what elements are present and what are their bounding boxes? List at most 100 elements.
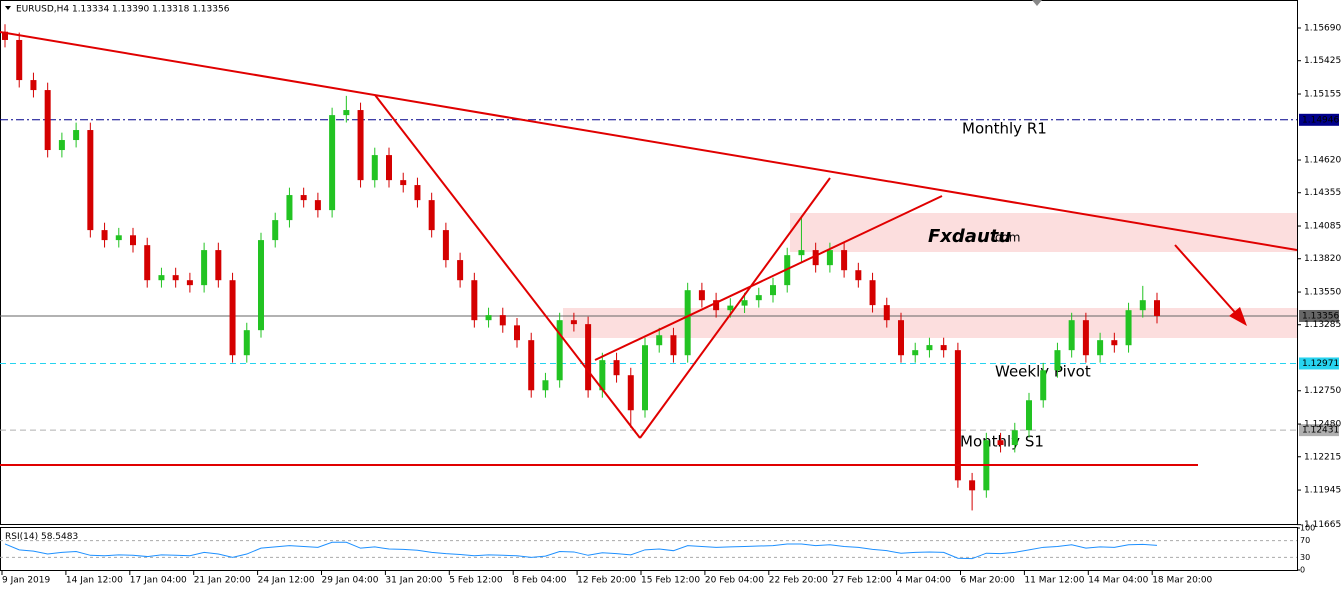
rsi-line: [4, 541, 1158, 560]
x-tick-label: 22 Feb 20:00: [769, 576, 828, 586]
x-tick-label: 17 Jan 04:00: [130, 576, 187, 586]
candle-body: [1011, 430, 1018, 446]
x-tick-label: 9 Jan 2019: [2, 576, 50, 586]
rsi-tick-label: 100: [1300, 524, 1315, 533]
candle-body: [670, 335, 677, 356]
rsi-tick-label: 30: [1300, 553, 1310, 562]
candle-body: [1154, 300, 1160, 316]
candle-body: [1040, 370, 1047, 401]
candle-body: [770, 285, 776, 296]
candle-body: [954, 350, 961, 481]
level-name: Monthly R1: [962, 120, 1047, 138]
candle-body: [44, 90, 51, 151]
x-tick-label: 11 Mar 12:00: [1024, 576, 1084, 586]
candles: [2, 24, 1160, 511]
candle-body: [528, 340, 535, 391]
candle-body: [656, 335, 663, 346]
candle-body: [997, 440, 1004, 446]
candle-body: [272, 220, 279, 241]
y-tick-label: 1.15155: [1304, 90, 1341, 100]
rsi-value: 58.5483: [41, 532, 78, 542]
candle-body: [2, 31, 8, 40]
y-tick-label: 1.11945: [1304, 486, 1341, 496]
candle-body: [172, 275, 179, 281]
candle-body: [642, 345, 648, 411]
level-price: 1.12431: [1302, 426, 1339, 436]
candle-body: [329, 115, 336, 211]
candle-body: [1139, 300, 1146, 311]
y-tick-label: 1.14355: [1304, 188, 1341, 198]
y-tick-label: 1.15425: [1304, 56, 1341, 66]
candle-body: [1097, 340, 1104, 356]
annotations: [0, 31, 1298, 466]
candle-body: [613, 360, 620, 376]
candle-body: [826, 250, 833, 266]
candle-body: [58, 140, 65, 151]
y-tick-label: 1.14085: [1304, 222, 1341, 232]
x-tick-label: 21 Jan 20:00: [194, 576, 251, 586]
x-tick-label: 27 Feb 12:00: [833, 576, 892, 586]
level-tag: [1299, 113, 1339, 126]
candle-body: [698, 290, 705, 301]
candle-body: [898, 320, 904, 356]
chart-header: EURUSD,H4 1.13334 1.13390 1.13318 1.1335…: [16, 5, 230, 15]
candle-body: [258, 240, 264, 331]
shift-marker: [1032, 0, 1042, 6]
candle-body: [585, 324, 592, 391]
candle-body: [215, 250, 222, 281]
rsi-tick-label: 0: [1300, 566, 1305, 575]
candle-body: [158, 275, 165, 281]
candle-body: [798, 250, 805, 256]
candle-body: [869, 280, 876, 306]
arrow-head: [1229, 307, 1247, 326]
level-tag: [1299, 357, 1339, 370]
candle-body: [300, 195, 307, 201]
y-tick-label: 1.13820: [1304, 254, 1341, 264]
candle-body: [229, 280, 236, 356]
level-price: 1.13356: [1302, 311, 1339, 321]
candle-body: [556, 320, 563, 381]
arrow: [1174, 244, 1241, 319]
resistance-zone: [790, 213, 1297, 252]
x-tick-label: 29 Jan 04:00: [322, 576, 379, 586]
x-tick-label: 4 Mar 04:00: [897, 576, 952, 586]
candle-body: [400, 180, 407, 186]
candle-body: [314, 200, 321, 211]
candle-body: [457, 260, 464, 281]
x-tick-label: 12 Feb 20:00: [577, 576, 636, 586]
candle-body: [627, 375, 634, 411]
candle-body: [1068, 320, 1075, 351]
y-tick-label: 1.11665: [1304, 520, 1341, 530]
candle-body: [1082, 320, 1089, 356]
candle-body: [727, 305, 734, 311]
y-tick-label: 1.13285: [1304, 320, 1341, 330]
channel-line: [594, 195, 943, 361]
level-tag: [1299, 309, 1339, 322]
candle-body: [926, 345, 933, 351]
y-tick-label: 1.13550: [1304, 288, 1341, 298]
candle-body: [841, 250, 848, 271]
rsi-tick-label: 70: [1300, 536, 1310, 545]
candle-body: [485, 315, 492, 321]
main-panel: [0, 0, 1298, 525]
candle-body: [30, 80, 37, 91]
candle-body: [599, 360, 606, 391]
candle-body: [144, 245, 151, 281]
x-tick-label: 31 Jan 20:00: [385, 576, 442, 586]
level-price: 1.14946: [1302, 115, 1339, 125]
x-tick-label: 15 Feb 12:00: [641, 576, 700, 586]
candle-body: [286, 195, 293, 221]
candle-body: [186, 280, 193, 286]
menu-icon: [5, 6, 11, 10]
y-tick-label: 1.15690: [1304, 24, 1341, 34]
candle-body: [1125, 310, 1132, 346]
candle-body: [357, 110, 364, 181]
candle-body: [713, 300, 720, 311]
x-tick-label: 18 Mar 20:00: [1152, 576, 1212, 586]
candle-body: [1026, 400, 1032, 431]
candle-body: [16, 39, 23, 81]
candle-body: [741, 300, 748, 306]
rsi-label: RSI(14) 58.5483: [5, 532, 78, 542]
